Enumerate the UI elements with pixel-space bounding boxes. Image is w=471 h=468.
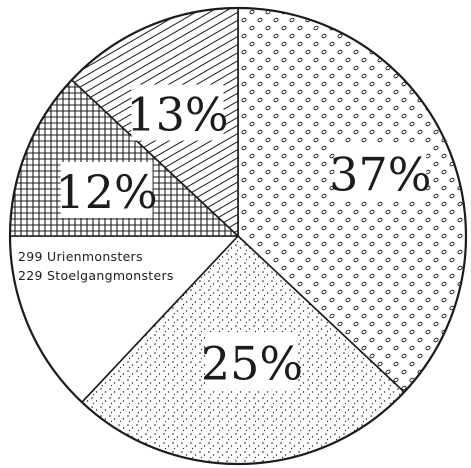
slice-label-background-4 — [131, 84, 224, 141]
slice-label-background-0 — [334, 144, 427, 201]
slice-label-4: 13% — [126, 88, 228, 142]
annotation-stool-samples: 229 Stoelgangmonsters — [18, 268, 174, 283]
slice-label-0: 37% — [329, 147, 431, 201]
annotation-urine-samples: 299 Urienmonsters — [18, 249, 143, 264]
pie-outline — [8, 6, 468, 466]
slice-label-3: 12% — [55, 165, 157, 219]
slice-label-1: 25% — [201, 337, 303, 391]
slice-label-background-1 — [206, 333, 298, 390]
slice-label-background-3 — [60, 162, 153, 218]
